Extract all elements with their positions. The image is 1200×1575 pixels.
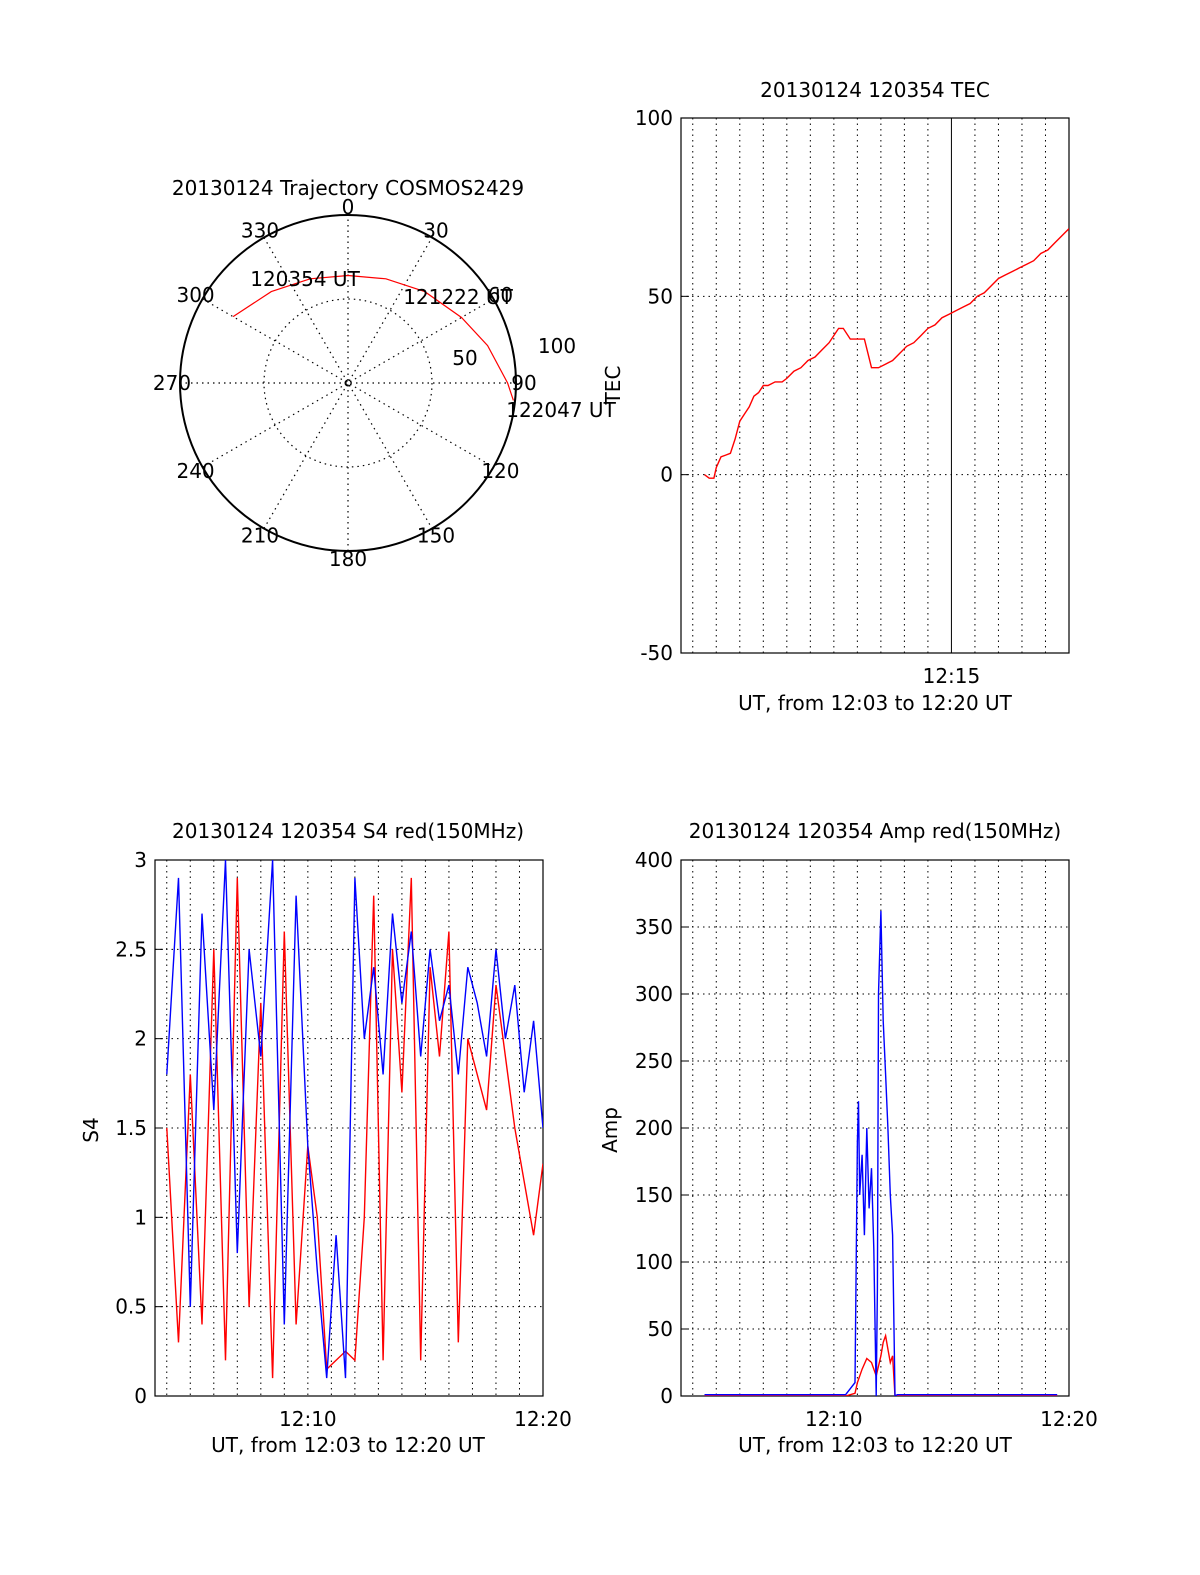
- polar-azimuth-label: 150: [417, 523, 455, 547]
- polar-spoke: [202, 298, 494, 468]
- amp-ytick-label: 50: [648, 1317, 673, 1341]
- amp-series-red: [704, 1332, 1058, 1396]
- polar-azimuth-label: 120: [481, 459, 519, 483]
- tec-ytick-label: 50: [648, 284, 673, 308]
- polar-azimuth-label: 240: [176, 459, 214, 483]
- s4-xlabel: UT, from 12:03 to 12:20 UT: [211, 1433, 486, 1457]
- amp-xtick-label: 12:20: [1040, 1407, 1098, 1431]
- s4-ylabel: S4: [79, 1117, 103, 1142]
- polar-azimuth-label: 180: [329, 547, 367, 571]
- tec-frame: [680, 117, 1070, 654]
- s4-xtick-label: 12:10: [279, 1407, 337, 1431]
- polar-spoke: [263, 237, 433, 529]
- polar-azimuth-label: 210: [241, 523, 279, 547]
- trajectory-line: [232, 274, 514, 401]
- tec-ytick-label: -50: [640, 641, 673, 665]
- s4-series-red: [166, 877, 543, 1379]
- tec-ytick-label: 100: [635, 106, 673, 130]
- polar-spoke: [263, 237, 433, 529]
- s4-ytick-label: 0.5: [115, 1295, 147, 1319]
- amp-ytick-label: 150: [635, 1183, 673, 1207]
- polar-azimuth-label: 90: [511, 371, 536, 395]
- polar-azimuth-label: 30: [423, 219, 448, 243]
- amp-ytick-label: 350: [635, 915, 673, 939]
- track-mid-label: 121222 UT: [403, 285, 513, 309]
- s4-ytick-label: 1: [134, 1205, 147, 1229]
- amp-ytick-label: 100: [635, 1250, 673, 1274]
- tec-title: 20130124 120354 TEC: [760, 78, 990, 102]
- tec-series-red: [704, 228, 1069, 479]
- trajectory-track: 120354 UT 121222 UT 122047 UT: [232, 267, 617, 422]
- polar-azimuth-label: 0: [342, 195, 355, 219]
- tec-xtick-label: 12:15: [923, 664, 981, 688]
- tec-plot: 20130124 120354 TEC UT, from 12:03 to 12…: [601, 78, 1070, 715]
- polar-grid: [179, 214, 517, 552]
- amp-series-blue: [704, 910, 1058, 1396]
- s4-ytick-label: 2: [134, 1027, 147, 1051]
- amp-xlabel: UT, from 12:03 to 12:20 UT: [738, 1433, 1013, 1457]
- tec-ylabel: TEC: [601, 366, 625, 406]
- trajectory-title: 20130124 Trajectory COSMOS2429: [172, 176, 524, 200]
- s4-ytick-label: 0: [134, 1384, 147, 1408]
- polar-spoke: [202, 298, 494, 468]
- polar-elevation-label: 50: [452, 346, 477, 370]
- s4-ytick-label: 1.5: [115, 1116, 147, 1140]
- amp-plot: 20130124 120354 Amp red(150MHz) UT, from…: [598, 819, 1098, 1457]
- amp-ytick-label: 0: [660, 1384, 673, 1408]
- track-start-label: 120354 UT: [250, 267, 360, 291]
- polar-azimuth-labels: 0 30 60 90 120 150 180 210 240 270 300 330 50 100: [153, 195, 576, 571]
- polar-elevation-label: 100: [538, 334, 576, 358]
- s4-title: 20130124 120354 S4 red(150MHz): [172, 819, 524, 843]
- polar-azimuth-label: 300: [176, 283, 214, 307]
- polar-inner-circle: [263, 298, 433, 468]
- amp-xtick-label: 12:10: [805, 1407, 863, 1431]
- amp-ytick-label: 200: [635, 1116, 673, 1140]
- amp-ytick-label: 400: [635, 848, 673, 872]
- amp-title: 20130124 120354 Amp red(150MHz): [689, 819, 1061, 843]
- s4-ytick-label: 3: [134, 848, 147, 872]
- s4-ytick-label: 2.5: [115, 937, 147, 961]
- trajectory-polar-plot: 20130124 Trajectory COSMOS2429 030609012…: [153, 176, 617, 571]
- track-end-label: 122047 UT: [506, 398, 616, 422]
- tec-xlabel: UT, from 12:03 to 12:20 UT: [738, 691, 1013, 715]
- amp-ytick-label: 250: [635, 1049, 673, 1073]
- s4-xtick-label: 12:20: [514, 1407, 572, 1431]
- polar-azimuth-label: 270: [153, 371, 191, 395]
- s4-plot: 20130124 120354 S4 red(150MHz) UT, from …: [79, 819, 572, 1457]
- amp-ytick-label: 300: [635, 982, 673, 1006]
- amp-ylabel: Amp: [598, 1107, 622, 1153]
- tec-ytick-label: 0: [660, 463, 673, 487]
- s4-series-blue: [166, 860, 543, 1379]
- polar-azimuth-label: 60: [488, 283, 513, 307]
- polar-azimuth-label: 330: [241, 219, 279, 243]
